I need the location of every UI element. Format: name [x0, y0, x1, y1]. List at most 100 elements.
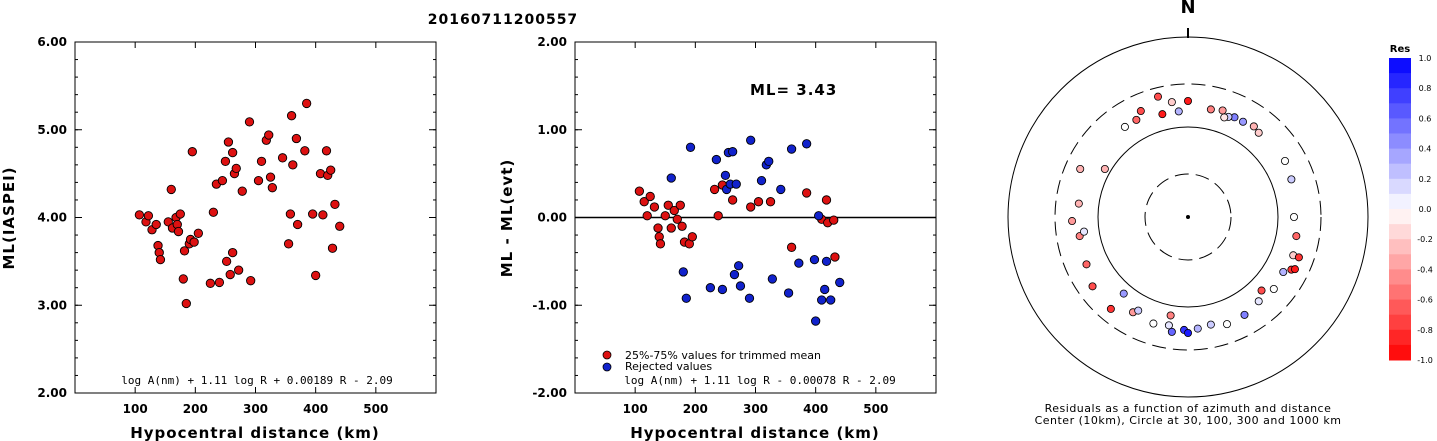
x-tick-label: 100 [123, 402, 148, 416]
legend-label-rejected: Rejected values [625, 360, 712, 373]
colorbar-segment [1389, 299, 1411, 316]
residual-point [1206, 320, 1215, 329]
data-point [756, 175, 767, 186]
data-point [801, 139, 812, 149]
residual-point [1076, 165, 1085, 174]
residual-point [1249, 122, 1258, 131]
y-tick-label: 2.00 [537, 35, 567, 49]
data-point [809, 254, 820, 265]
data-point [308, 209, 318, 219]
colorbar-segment [1389, 148, 1411, 165]
data-point [829, 215, 839, 225]
data-point [173, 226, 184, 237]
residual-point [1088, 282, 1097, 291]
residual-point [1120, 122, 1129, 131]
colorbar-segment [1389, 329, 1411, 346]
residual-point [1136, 107, 1145, 116]
residual-point [1287, 175, 1296, 184]
data-point [655, 239, 666, 249]
data-point [767, 274, 777, 284]
panel-ml-vs-distance: 100 200 300 400 500 2.00 3.00 4.00 5.00 6.00 log … [0, 35, 437, 441]
data-point [225, 269, 235, 280]
residual-point [1218, 106, 1227, 115]
data-point [681, 293, 691, 303]
y-tick-label: 4.00 [37, 211, 67, 225]
data-point [178, 274, 188, 284]
colorbar-tick-label: 0.0 [1419, 205, 1432, 214]
residual-point [1149, 319, 1158, 328]
data-point [214, 277, 225, 288]
residual-point [1257, 286, 1266, 295]
colorbar-tick-label: -0.6 [1417, 296, 1433, 305]
x-tick-label: 500 [363, 402, 388, 416]
data-point [727, 195, 738, 205]
residual-point [1166, 311, 1175, 320]
data-point [764, 156, 774, 166]
residual-point [1080, 227, 1089, 236]
data-point [246, 276, 256, 286]
data-point [205, 278, 216, 288]
y-tick-label: 1.00 [537, 123, 567, 137]
residual-point [1167, 327, 1176, 336]
colorbar-segment [1389, 118, 1411, 134]
residual-point [1184, 97, 1193, 106]
data-point [705, 283, 716, 293]
data-point [729, 269, 740, 280]
data-point [285, 209, 296, 219]
circle-100km [1097, 126, 1279, 308]
data-point [675, 200, 685, 210]
residual-point [1193, 324, 1202, 333]
data-point [645, 191, 655, 202]
panel-residual-vs-distance: 100 200 300 400 500 -2.00 -1.00 0.00 1.00 2.00 ML… [498, 35, 937, 441]
residual-point [1082, 260, 1091, 269]
y-axis-label: ML(IASPEI) [0, 166, 18, 269]
residual-point [1222, 320, 1231, 329]
data-point [327, 243, 338, 253]
colorbar-segment [1389, 193, 1411, 210]
x-tick-label: 400 [303, 402, 328, 416]
colorbar-segment [1389, 58, 1411, 74]
data-point [835, 277, 845, 288]
colorbar-tick-label: -0.8 [1417, 326, 1433, 335]
data-point [151, 219, 161, 230]
data-point [256, 156, 267, 166]
data-point [826, 295, 836, 305]
data-point [642, 211, 652, 221]
residual-point [1269, 284, 1278, 293]
colorbar-segment [1389, 314, 1411, 331]
data-point [321, 146, 332, 156]
residual-point [1294, 253, 1303, 262]
data-point [335, 221, 345, 231]
data-point [175, 209, 185, 219]
colorbar-segment [1389, 73, 1411, 89]
circle-300km [1054, 83, 1322, 351]
data-point [821, 195, 832, 205]
data-point [234, 265, 244, 275]
data-point [672, 214, 682, 224]
colorbar-tick-label: 0.6 [1419, 114, 1432, 123]
colorbar-segment [1389, 284, 1411, 301]
colorbar-segment [1389, 254, 1411, 270]
colorbar-tick-label: 0.4 [1419, 145, 1432, 154]
data-point [720, 170, 731, 181]
data-point [663, 200, 673, 210]
residual-point [1254, 128, 1263, 137]
data-point [734, 261, 744, 271]
residual-point [1154, 92, 1163, 101]
data-point [231, 163, 241, 174]
data-point [731, 179, 741, 189]
residual-point [1206, 105, 1215, 114]
data-point [286, 111, 297, 121]
residual-point [1239, 117, 1248, 126]
legend-marker-trimmed [602, 350, 612, 360]
data-point [786, 242, 797, 252]
x-axis-label: Hypocentral distance (km) [130, 424, 380, 441]
caption-line-1: Residuals as a function of azimuth and d… [1045, 402, 1332, 415]
data-point [267, 183, 277, 193]
data-point [283, 239, 294, 249]
residual-point [1100, 164, 1109, 173]
x-tick-label: 300 [243, 402, 268, 416]
residual-point [1290, 265, 1299, 274]
data-point [292, 219, 303, 230]
